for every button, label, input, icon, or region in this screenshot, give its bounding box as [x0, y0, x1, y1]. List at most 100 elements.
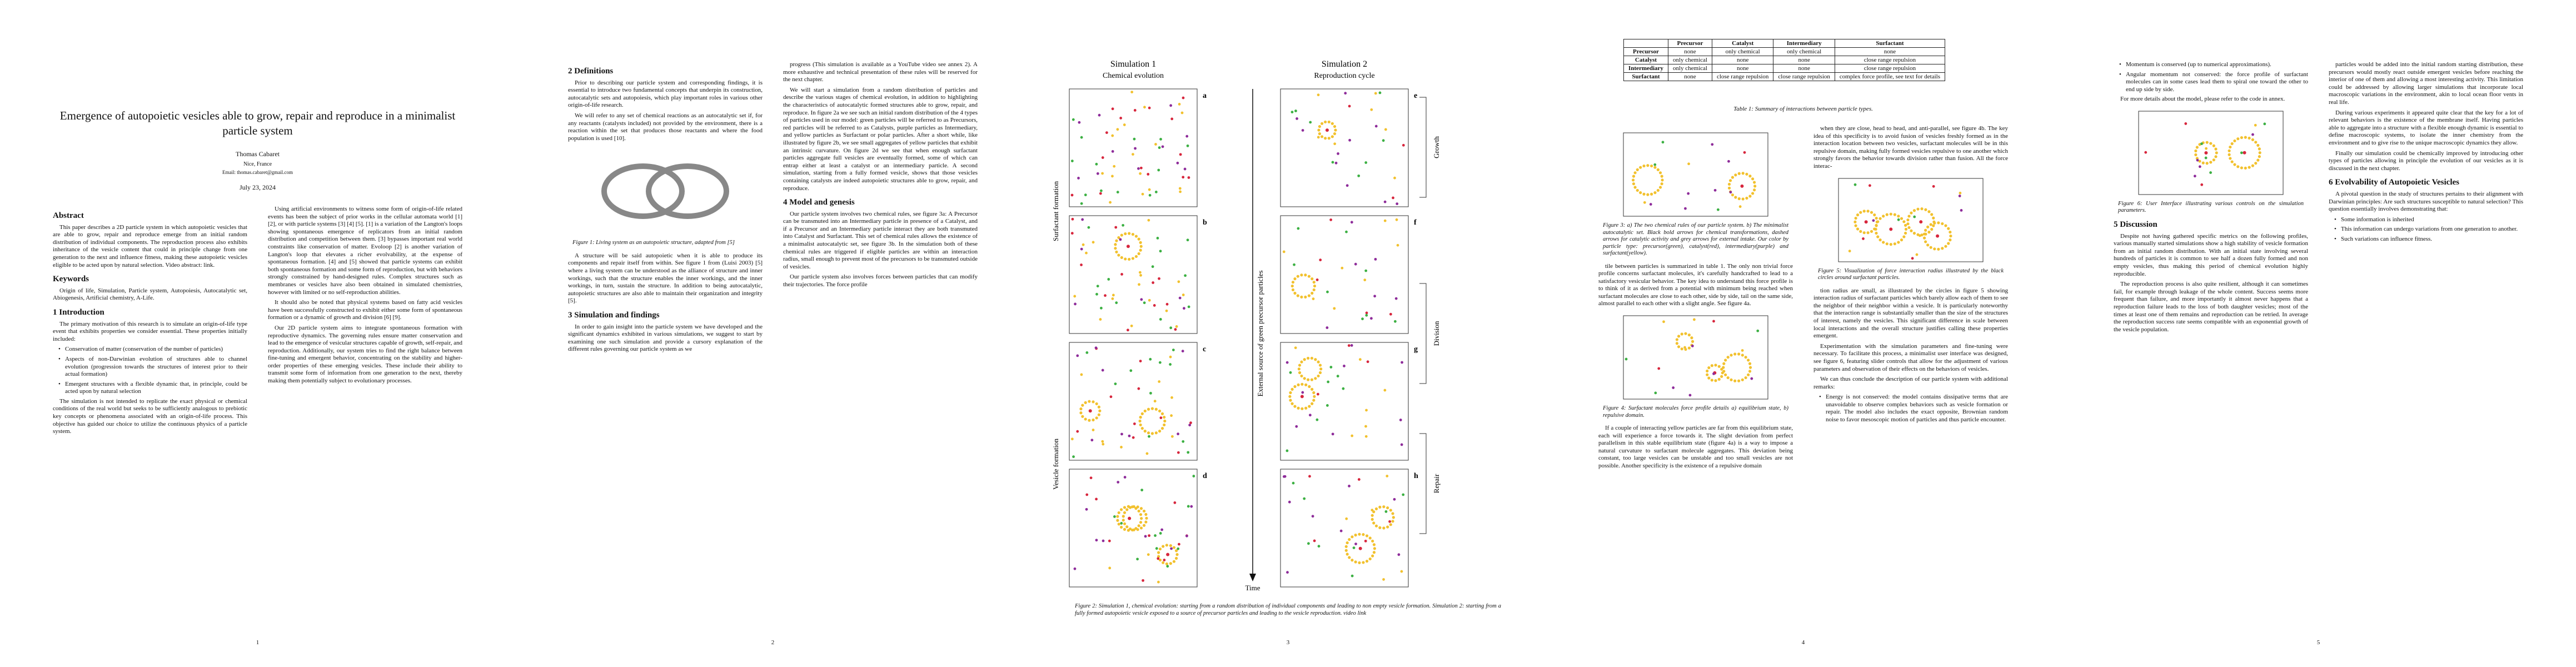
- surfactant: [1298, 364, 1302, 367]
- surfactant: [1870, 230, 1874, 233]
- particle: [1123, 476, 1127, 479]
- particle: [1354, 542, 1357, 545]
- surfactant: [1344, 549, 1348, 552]
- paragraph: Finally our simulation could be chemical…: [2329, 150, 2523, 172]
- surfactant: [1174, 556, 1178, 560]
- particle: [1081, 218, 1084, 221]
- particle: [1139, 360, 1142, 362]
- particle: [1862, 237, 1865, 240]
- paragraph: progress (This simulation is available a…: [783, 61, 978, 83]
- table-cell: none: [1711, 56, 1774, 64]
- page: Emergence of autopoietic vesicles able t…: [0, 0, 515, 667]
- heading: 1 Introduction: [53, 307, 104, 317]
- surfactant: [1927, 210, 1931, 213]
- surfactant: [1333, 125, 1337, 128]
- particle: [1289, 371, 1292, 374]
- heading: 3 Simulation and findings: [568, 311, 660, 320]
- surfactant: [1128, 257, 1131, 261]
- column: 2 Definitions Prior to describing our par…: [568, 61, 763, 623]
- surfactant: [1362, 533, 1365, 536]
- caption: Figure 3: a) The two chemical rules of o…: [1603, 222, 1788, 256]
- surfactant: [1139, 416, 1142, 419]
- particle: [1120, 522, 1123, 525]
- surfactant: [1882, 214, 1885, 218]
- particle: [1301, 129, 1304, 132]
- particle: [1182, 440, 1185, 443]
- surfactant: [1300, 273, 1303, 277]
- surfactant: [1365, 560, 1369, 563]
- surfactant: [1371, 539, 1374, 543]
- particle: [1147, 553, 1150, 556]
- particle: [1181, 350, 1184, 353]
- particle: [1141, 192, 1144, 196]
- surfactant: [1875, 223, 1878, 227]
- catalyst: [1166, 552, 1170, 556]
- surfactant: [1371, 514, 1374, 517]
- particle: [1399, 419, 1402, 421]
- particle: [2200, 183, 2204, 186]
- surfactant: [1088, 419, 1091, 422]
- surfactant: [1646, 164, 1650, 167]
- particle: [1084, 193, 1087, 197]
- page: Precursor Catalyst Intermediary Surfactant P…: [1546, 0, 2061, 667]
- panel-label: c: [1203, 345, 1206, 354]
- surfactant: [1734, 173, 1737, 177]
- surfactant: [1307, 294, 1311, 297]
- particle: [2263, 122, 2266, 126]
- surfactant: [1098, 409, 1102, 412]
- page: Simulation 1 Chemical evolution Simulation…: [1030, 0, 1546, 667]
- particle: [1128, 434, 1131, 437]
- surfactant: [1139, 521, 1143, 524]
- paragraph: Experimentation with the simulation para…: [1813, 342, 2008, 372]
- surfactant: [1169, 544, 1172, 547]
- caption: Figure 6: User Interface illustrating va…: [2118, 200, 2304, 214]
- particle: [1094, 346, 1098, 350]
- particle: [1743, 151, 1746, 154]
- surfactant: [1317, 128, 1321, 132]
- particle: [1182, 176, 1185, 179]
- surfactant: [1904, 227, 1908, 231]
- surfactant: [1859, 230, 1862, 233]
- surfactant: [2212, 158, 2215, 162]
- surfactant: [1730, 354, 1733, 357]
- surfactant: [1656, 168, 1660, 171]
- panel-frame: [1623, 132, 1768, 217]
- particle: [1319, 258, 1322, 262]
- surfactant: [1687, 334, 1691, 337]
- surfactant: [1117, 511, 1120, 515]
- surfactant: [1650, 164, 1653, 168]
- particle: [1099, 318, 1102, 321]
- particle: [1177, 451, 1180, 454]
- surfactant: [1119, 508, 1123, 511]
- surfactant: [1120, 256, 1123, 260]
- surfactant: [1088, 400, 1091, 403]
- surfactant: [1132, 528, 1135, 531]
- particle: [1147, 173, 1150, 176]
- surfactant: [1092, 400, 1095, 404]
- surfactant: [1119, 525, 1123, 529]
- particle: [1187, 176, 1190, 179]
- page-number: 3: [1286, 639, 1290, 646]
- particle: [1144, 535, 1147, 538]
- particle: [1132, 436, 1135, 439]
- surfactant: [1312, 391, 1316, 395]
- particle: [1282, 250, 1285, 253]
- surfactant: [1944, 223, 1947, 227]
- particle: [1662, 320, 1665, 323]
- surfactant: [1658, 186, 1662, 189]
- figure-heading: Simulation 2: [1322, 59, 1367, 69]
- particle: [1672, 386, 1675, 390]
- surfactant: [1632, 175, 1636, 178]
- surfactant: [1084, 417, 1087, 421]
- surfactant: [1131, 232, 1135, 236]
- panel-frame: [1838, 178, 1984, 262]
- surfactant: [1139, 423, 1142, 427]
- surfactant: [1354, 560, 1357, 564]
- surfactant: [1300, 374, 1303, 378]
- surfactant: [1859, 211, 1862, 214]
- particle: [1105, 131, 1108, 135]
- surfactant: [1879, 217, 1882, 220]
- surfactant: [2228, 153, 2231, 156]
- surfactant: [1296, 294, 1299, 297]
- particle: [1347, 344, 1351, 347]
